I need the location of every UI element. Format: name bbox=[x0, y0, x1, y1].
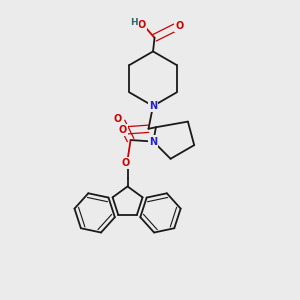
Text: O: O bbox=[121, 158, 129, 168]
Text: O: O bbox=[114, 114, 122, 124]
Text: N: N bbox=[149, 101, 157, 111]
Text: H: H bbox=[130, 18, 138, 27]
Text: O: O bbox=[118, 125, 127, 135]
Text: N: N bbox=[149, 136, 158, 147]
Text: O: O bbox=[137, 20, 146, 30]
Text: O: O bbox=[175, 21, 184, 31]
